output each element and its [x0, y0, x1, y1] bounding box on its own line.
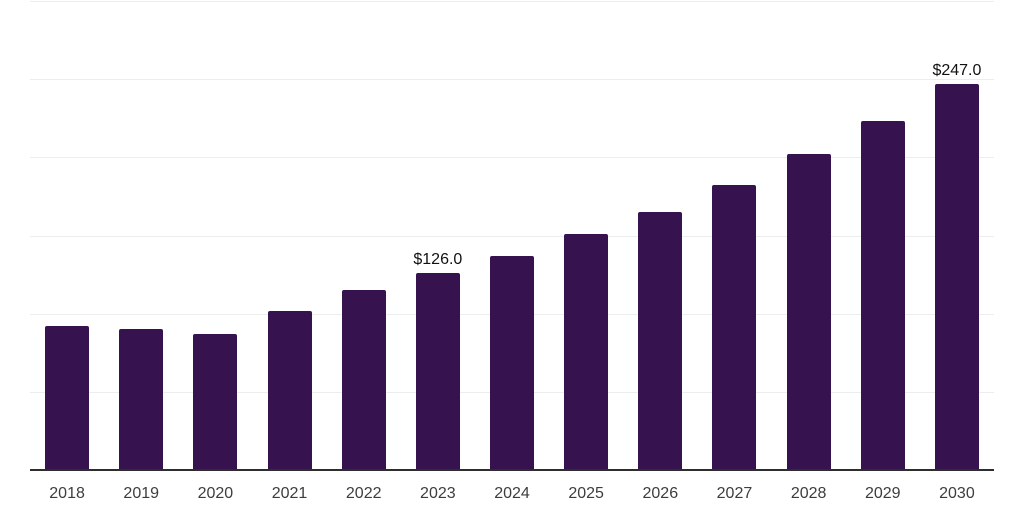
- bar-value-label-2023: $126.0: [413, 251, 463, 269]
- gridline-250: [30, 79, 994, 81]
- gridline-200: [30, 157, 994, 159]
- x-axis-line: [30, 469, 994, 471]
- bar-2029: [860, 121, 905, 470]
- bar-2026: [638, 212, 683, 470]
- x-tick-label-2029: 2029: [864, 485, 901, 502]
- bar-2019: [119, 329, 164, 470]
- x-tick-label-2028: 2028: [790, 485, 827, 502]
- x-tick-label-2022: 2022: [345, 485, 382, 502]
- x-tick-label-2023: 2023: [420, 485, 456, 502]
- x-tick-label-2018: 2018: [49, 485, 85, 502]
- bar-2022: [341, 290, 386, 470]
- x-tick-label-2021: 2021: [271, 485, 308, 502]
- x-tick-label-2027: 2027: [716, 485, 753, 502]
- x-tick-label-2025: 2025: [568, 485, 604, 502]
- gridline-300: [30, 1, 994, 2]
- bar-2018: [45, 326, 90, 470]
- bar-value-label-2030: $247.0: [932, 61, 982, 79]
- gridline-150: [30, 235, 994, 237]
- bar-2030: [934, 83, 979, 470]
- x-tick-label-2020: 2020: [197, 485, 234, 502]
- bar-2021: [267, 310, 312, 470]
- bar-2024: [490, 255, 534, 470]
- bar-2025: [564, 233, 609, 470]
- bar-2020: [193, 333, 238, 470]
- x-tick-label-2026: 2026: [642, 485, 679, 502]
- x-tick-label-2030: 2030: [939, 485, 975, 502]
- x-tick-label-2019: 2019: [123, 485, 160, 502]
- bar-2023: [415, 273, 460, 470]
- bar-2027: [712, 185, 757, 470]
- x-tick-label-2024: 2024: [494, 485, 530, 502]
- bar-2028: [786, 154, 831, 470]
